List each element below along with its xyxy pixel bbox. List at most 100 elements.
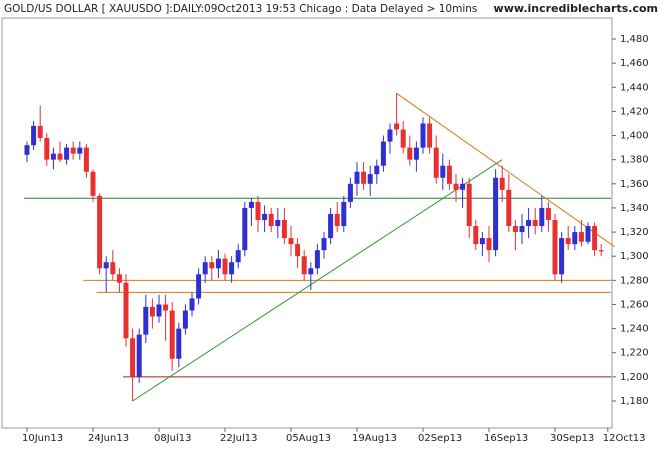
candle-body <box>37 125 43 138</box>
y-tick-label: 1,240 <box>620 324 649 335</box>
candle-body <box>77 147 83 154</box>
candle-body <box>255 201 261 220</box>
candle-body <box>506 189 512 227</box>
y-tick-label: 1,280 <box>620 275 649 286</box>
candle-body <box>136 334 142 377</box>
candle-body <box>427 123 433 148</box>
candle-body <box>519 226 525 233</box>
candle-body <box>545 207 551 220</box>
candle-body <box>44 137 50 160</box>
candle-body <box>413 147 419 160</box>
candle-body <box>592 226 598 251</box>
candle-body <box>493 177 499 251</box>
y-tick-label: 1,380 <box>620 155 649 166</box>
candle-body <box>526 220 532 227</box>
candle-body <box>486 238 492 251</box>
candle-body <box>334 213 340 227</box>
candle-body <box>143 306 149 335</box>
candle-body <box>83 147 89 172</box>
candle-body <box>328 213 334 239</box>
x-tick-label: 24Jun13 <box>88 433 129 444</box>
candle-body <box>275 220 281 227</box>
candle-body <box>90 171 96 196</box>
candle-body <box>64 147 70 160</box>
x-tick-label: 22Jul13 <box>220 433 258 444</box>
candle-body <box>163 304 169 311</box>
candle-body <box>394 123 400 130</box>
x-tick-label: 30Sep13 <box>550 433 594 444</box>
candle-body <box>354 171 360 184</box>
candle-body <box>314 250 320 269</box>
candle-body <box>176 328 182 359</box>
trend-line <box>132 159 503 402</box>
x-tick-label: 10Jun13 <box>22 433 63 444</box>
candle-body <box>341 201 347 227</box>
candle-body <box>361 171 367 184</box>
y-tick-label: 1,460 <box>620 58 649 69</box>
source-link[interactable]: www.incrediblecharts.com <box>494 2 658 15</box>
candle-body <box>585 226 591 242</box>
candle-body <box>380 141 386 166</box>
candle-body <box>532 220 538 227</box>
candle-body <box>512 226 518 233</box>
y-tick-label: 1,220 <box>620 348 649 359</box>
candle-body <box>156 304 162 317</box>
candle-body <box>50 153 56 160</box>
candle-body <box>499 177 505 190</box>
candle-body <box>308 268 314 275</box>
y-tick-label: 1,480 <box>620 34 649 45</box>
candle-body <box>209 262 215 269</box>
candle-body <box>460 183 466 190</box>
candle-body <box>242 207 248 251</box>
candle-body <box>281 220 287 239</box>
candle-body <box>565 238 571 245</box>
candle-body <box>196 274 202 299</box>
candle-body <box>598 250 604 252</box>
x-tick-label: 12Oct13 <box>603 433 646 444</box>
candle-body <box>189 298 195 311</box>
candle-body <box>215 258 221 269</box>
candle-body <box>123 282 129 339</box>
candle-body <box>539 207 545 227</box>
candle-body <box>347 183 353 202</box>
y-tick-label: 1,440 <box>620 82 649 93</box>
candle-body <box>116 274 122 283</box>
candle-body <box>70 147 76 154</box>
y-tick-label: 1,180 <box>620 396 649 407</box>
candle-body <box>268 213 274 227</box>
y-tick-label: 1,320 <box>620 227 649 238</box>
x-tick-label: 05Aug13 <box>286 433 331 444</box>
candle-body <box>248 201 254 208</box>
candle-body <box>420 123 426 148</box>
candle-body <box>453 183 459 190</box>
candle-body <box>559 238 565 275</box>
candle-body <box>466 183 472 227</box>
y-tick-label: 1,300 <box>620 251 649 262</box>
candle-body <box>295 244 301 257</box>
candle-body <box>301 256 307 275</box>
y-tick-label: 1,360 <box>620 179 649 190</box>
candle-body <box>149 306 155 317</box>
candle-body <box>222 258 228 275</box>
candle-body <box>24 145 30 155</box>
candle-body <box>374 165 380 175</box>
x-tick-label: 19Aug13 <box>352 433 397 444</box>
x-tick-label: 02Sep13 <box>418 433 462 444</box>
candle-body <box>407 147 413 160</box>
y-tick-label: 1,260 <box>620 299 649 310</box>
candle-body <box>440 165 446 178</box>
y-tick-label: 1,340 <box>620 203 649 214</box>
candle-body <box>235 250 241 263</box>
candle-body <box>110 262 116 275</box>
candle-body <box>446 165 452 184</box>
candle-body <box>57 153 63 160</box>
candle-body <box>169 310 175 359</box>
candle-body <box>229 262 235 275</box>
y-tick-label: 1,200 <box>620 372 649 383</box>
plot-frame <box>1 17 613 429</box>
candle-body <box>182 310 188 329</box>
candle-body <box>479 238 485 245</box>
candle-body <box>387 129 393 142</box>
candle-body <box>473 226 479 245</box>
